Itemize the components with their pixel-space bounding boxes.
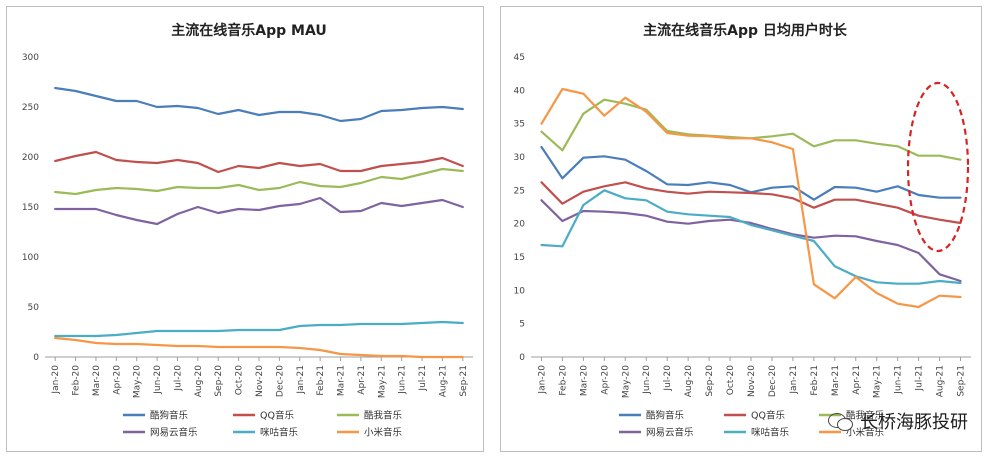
x-tick-label: Apr-20 [112, 365, 122, 395]
x-tick-label: Jun-20 [642, 365, 652, 395]
legend-label: QQ音乐 [260, 410, 294, 422]
brand-watermark: 长桥海豚投研 [828, 408, 968, 434]
y-tick-label: 300 [22, 53, 39, 63]
series-line-4 [540, 199, 962, 283]
x-tick-label: Feb-20 [72, 365, 82, 396]
x-tick-label: Feb-21 [810, 365, 820, 396]
series-line-3 [54, 167, 464, 196]
legend-label: 咪咕音乐 [751, 427, 790, 439]
x-tick-label: Aug-20 [684, 365, 694, 398]
legend-label: 小米音乐 [846, 427, 885, 439]
x-tick-label: Oct-20 [726, 365, 736, 396]
series-line-1 [540, 145, 962, 201]
chart-title: 主流在线音乐App MAU [171, 22, 326, 39]
x-tick-label: Sep-20 [214, 365, 224, 397]
series-line-6 [54, 336, 464, 359]
x-tick-label: Sep-20 [705, 365, 715, 397]
wechat-icon [828, 411, 854, 431]
x-tick-label: Sep-21 [957, 365, 967, 397]
x-tick-label: Jul-21 [915, 365, 925, 392]
legend-label: 酷我音乐 [364, 410, 403, 422]
brand-watermark-text: 长桥海豚投研 [860, 412, 968, 433]
x-tick-label: Jun-21 [398, 365, 408, 395]
legend-label: 酷我音乐 [846, 410, 885, 422]
x-tick-label: Oct-20 [235, 365, 245, 396]
mau-chart-panel: 主流在线音乐App MAU 0 50 100 150 200 250 300 Jan-20 Feb… [6, 6, 484, 452]
legend-label: 咪咕音乐 [260, 427, 299, 439]
series-line-5 [54, 320, 464, 338]
y-tick-label: 200 [22, 153, 39, 163]
y-tick-label: 30 [514, 153, 526, 163]
series-line-5 [540, 189, 962, 285]
y-tick-label: 40 [514, 86, 526, 96]
x-tick-label: Dec-20 [768, 365, 778, 397]
y-tick-label: 0 [33, 353, 39, 363]
y-tick-label: 50 [28, 303, 40, 313]
series-line-2 [540, 181, 962, 225]
series-line-6 [540, 87, 962, 309]
x-tick-label: Apr-20 [600, 365, 610, 395]
x-tick-label: Nov-20 [255, 365, 265, 397]
x-tick-label: Feb-21 [316, 365, 326, 396]
y-tick-label: 150 [22, 203, 39, 213]
x-tick-label: Jun-21 [894, 365, 904, 395]
y-tick-label: 15 [514, 253, 525, 263]
legend-label: 网易云音乐 [150, 427, 198, 439]
x-tick-label: Aug-20 [194, 365, 204, 398]
x-tick-label: Nov-20 [747, 365, 757, 397]
y-tick-label: 10 [514, 286, 526, 296]
series-line-1 [54, 86, 464, 123]
x-tick-label: Jun-20 [153, 365, 163, 395]
x-tick-label: Jan-20 [51, 365, 61, 395]
y-tick-label: 100 [22, 253, 39, 263]
legend-label: 网易云音乐 [646, 427, 694, 439]
x-tick-label: Mar-20 [92, 365, 102, 396]
series-line-4 [54, 196, 464, 226]
y-tick-label: 35 [514, 120, 525, 130]
x-tick-label: Aug-21 [438, 365, 448, 397]
legend-label: 酷狗音乐 [646, 410, 685, 422]
legend-label: QQ音乐 [751, 410, 785, 422]
legend-label: 小米音乐 [364, 427, 403, 439]
y-tick-label: 45 [514, 53, 525, 63]
x-tick-label: Jan-20 [537, 365, 547, 395]
usage-time-line-chart: 主流在线音乐App 日均用户时长 0 5 10 15 20 25 30 35 40 45 Jan-20… [514, 22, 971, 439]
y-tick-label: 0 [519, 353, 525, 363]
legend-label: 酷狗音乐 [150, 410, 189, 422]
x-tick-label: May-21 [377, 365, 387, 398]
usage-time-chart-panel: 主流在线音乐App 日均用户时长 0 5 10 15 20 25 30 35 40 45 Jan-20… [500, 6, 982, 452]
y-tick-label: 250 [22, 103, 39, 113]
x-tick-label: Jul-20 [663, 365, 673, 392]
series-line-2 [54, 150, 464, 174]
x-tick-label: Jul-20 [173, 365, 183, 392]
x-tick-label: Dec-20 [275, 365, 285, 397]
x-tick-label: Jan-21 [789, 365, 799, 395]
x-tick-label: Aug-21 [936, 365, 946, 397]
x-tick-label: May-20 [133, 365, 143, 398]
y-tick-label: 20 [514, 220, 526, 230]
y-tick-label: 25 [514, 186, 525, 196]
highlight-ellipse [906, 81, 970, 253]
x-tick-label: Mar-21 [831, 365, 841, 396]
x-tick-label: May-20 [621, 365, 631, 398]
x-tick-label: Jan-21 [296, 365, 306, 395]
x-tick-label: Jul-21 [418, 365, 428, 392]
x-tick-label: Apr-21 [357, 365, 367, 395]
x-tick-label: May-21 [873, 365, 883, 398]
chart-title: 主流在线音乐App 日均用户时长 [643, 22, 848, 39]
y-tick-label: 5 [519, 320, 525, 330]
x-tick-label: Apr-21 [852, 365, 862, 395]
x-tick-label: Mar-20 [579, 365, 589, 396]
x-tick-label: Feb-20 [558, 365, 568, 396]
x-tick-label: Mar-21 [337, 365, 347, 396]
series-line-3 [540, 98, 962, 161]
mau-line-chart: 主流在线音乐App MAU 0 50 100 150 200 250 300 Jan-20 Feb… [22, 22, 473, 439]
x-tick-label: Sep-21 [459, 365, 469, 397]
